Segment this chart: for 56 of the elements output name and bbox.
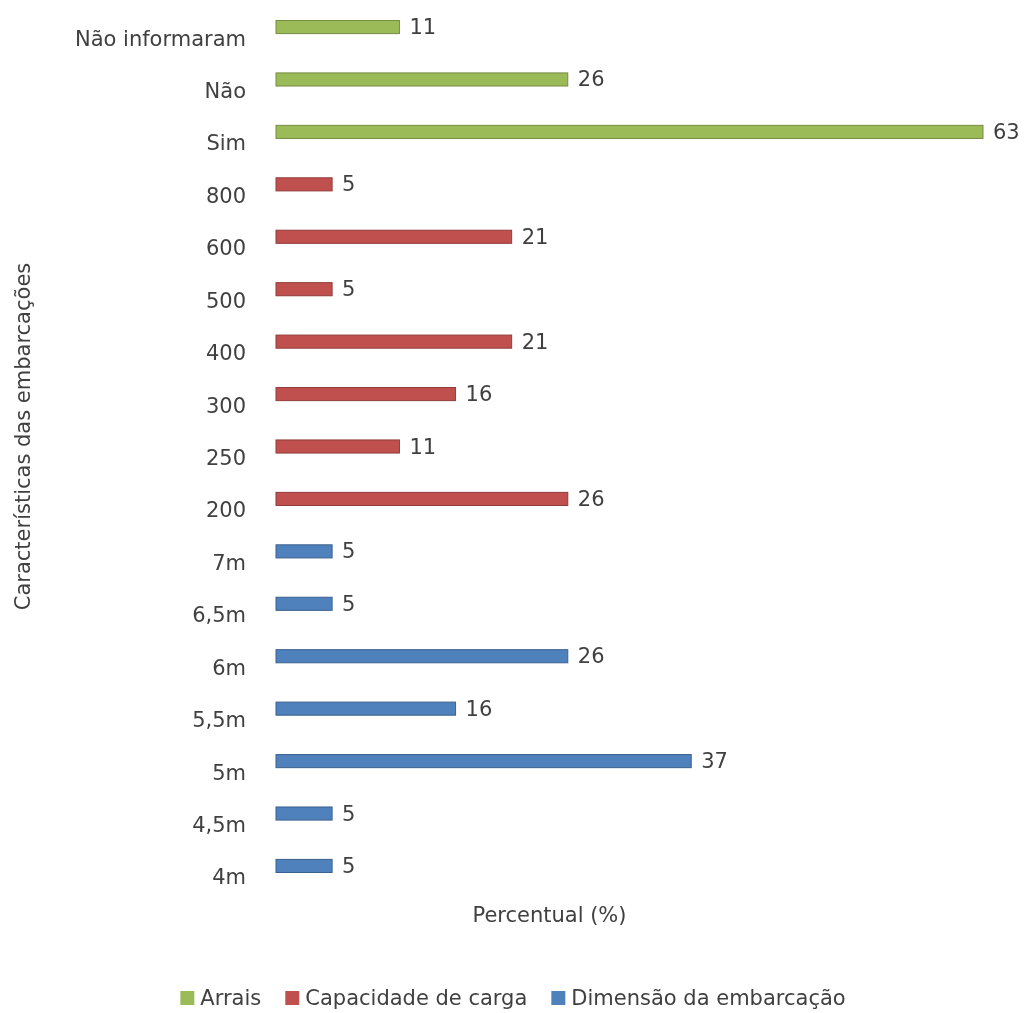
bar xyxy=(275,19,400,35)
y-tick-label: Sim xyxy=(206,131,246,156)
data-label: 11 xyxy=(409,15,437,40)
y-tick-label: 400 xyxy=(205,341,246,366)
y-tick-label: 4m xyxy=(212,865,246,890)
legend-label: Dimensão da embarcação xyxy=(571,986,846,1010)
data-label: 16 xyxy=(465,696,493,721)
bar xyxy=(275,72,569,87)
y-tick-label: 200 xyxy=(205,498,246,523)
bar xyxy=(275,124,984,139)
x-axis-title: Percentual (%) xyxy=(472,903,627,927)
y-tick-label: 4,5m xyxy=(192,813,246,838)
bar xyxy=(275,177,333,192)
y-tick-label: 5m xyxy=(212,760,246,785)
data-label: 5 xyxy=(342,801,356,826)
legend-label: Capacidade de carga xyxy=(305,986,528,1010)
bar xyxy=(275,229,513,244)
data-label: 11 xyxy=(409,434,437,459)
y-tick-label: 800 xyxy=(205,183,246,208)
legend-label: Arrais xyxy=(200,986,262,1010)
bar xyxy=(275,649,569,664)
y-tick-label: 6,5m xyxy=(192,603,246,628)
y-tick-label: 600 xyxy=(205,236,246,261)
data-label: 5 xyxy=(342,539,356,564)
data-label: 26 xyxy=(577,67,605,92)
data-label: 5 xyxy=(342,172,356,197)
y-tick-label: 6m xyxy=(212,655,246,680)
bar xyxy=(275,491,569,506)
y-tick-label: 500 xyxy=(205,288,246,313)
bar xyxy=(275,282,333,297)
y-tick-label: 300 xyxy=(205,393,246,418)
y-tick-label: 7m xyxy=(212,550,246,575)
data-label: 5 xyxy=(342,591,356,616)
bar xyxy=(275,439,400,454)
bar xyxy=(275,701,457,716)
bar xyxy=(275,544,333,559)
bar xyxy=(275,754,692,769)
bar xyxy=(275,858,333,874)
data-label: 5 xyxy=(342,277,356,302)
y-tick-label: Não informaram xyxy=(74,26,246,51)
bar xyxy=(275,334,513,349)
data-label: 37 xyxy=(701,749,728,774)
data-label: 5 xyxy=(342,853,356,878)
y-tick-label: Não xyxy=(204,78,246,103)
y-axis-title: Características das embarcações xyxy=(11,262,35,611)
bar xyxy=(275,596,333,611)
data-label: 63 xyxy=(993,119,1020,144)
data-label: 26 xyxy=(577,486,605,511)
data-label: 16 xyxy=(465,382,493,407)
data-label: 26 xyxy=(577,644,605,669)
bar xyxy=(275,387,457,402)
data-label: 21 xyxy=(521,329,549,354)
bar xyxy=(275,806,333,821)
y-tick-label: 250 xyxy=(205,446,246,471)
data-label: 21 xyxy=(521,224,549,249)
y-tick-label: 5,5m xyxy=(192,708,246,733)
